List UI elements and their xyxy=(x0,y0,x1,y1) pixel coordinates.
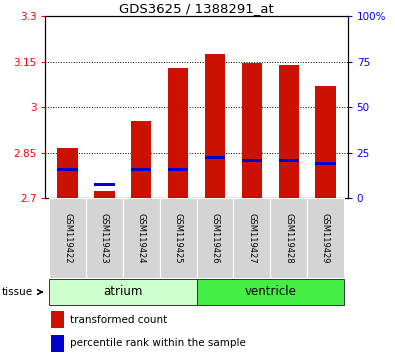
Text: GSM119426: GSM119426 xyxy=(211,213,220,263)
Bar xyxy=(270,198,307,278)
Bar xyxy=(57,148,78,198)
Bar xyxy=(49,198,86,278)
Text: GSM119422: GSM119422 xyxy=(63,213,72,263)
Bar xyxy=(94,191,115,198)
Text: GSM119425: GSM119425 xyxy=(173,213,182,263)
Text: GSM119423: GSM119423 xyxy=(100,213,109,263)
Text: GSM119429: GSM119429 xyxy=(321,213,330,263)
Bar xyxy=(315,162,336,165)
Bar xyxy=(168,68,188,198)
Bar xyxy=(168,168,188,171)
Bar xyxy=(233,198,270,278)
Title: GDS3625 / 1388291_at: GDS3625 / 1388291_at xyxy=(119,2,274,15)
Text: transformed count: transformed count xyxy=(70,315,167,325)
Bar xyxy=(86,198,123,278)
Bar xyxy=(57,168,78,171)
Bar xyxy=(315,86,336,198)
Text: GSM119424: GSM119424 xyxy=(137,213,146,263)
Bar xyxy=(197,279,344,305)
Text: GSM119427: GSM119427 xyxy=(247,213,256,263)
Bar xyxy=(278,64,299,198)
Text: tissue: tissue xyxy=(2,287,33,297)
Bar xyxy=(278,159,299,162)
Text: ventricle: ventricle xyxy=(244,285,296,298)
Text: atrium: atrium xyxy=(103,285,143,298)
Bar xyxy=(49,279,197,305)
Bar xyxy=(205,54,225,198)
Bar xyxy=(51,335,64,352)
Bar xyxy=(51,311,64,328)
Bar xyxy=(123,198,160,278)
Bar xyxy=(94,183,115,186)
Bar xyxy=(307,198,344,278)
Bar xyxy=(242,159,262,162)
Bar xyxy=(197,198,233,278)
Bar xyxy=(131,121,151,198)
Text: percentile rank within the sample: percentile rank within the sample xyxy=(70,338,245,348)
Bar xyxy=(205,156,225,159)
Bar xyxy=(160,198,197,278)
Bar xyxy=(131,168,151,171)
Bar xyxy=(242,63,262,198)
Text: GSM119428: GSM119428 xyxy=(284,213,293,263)
